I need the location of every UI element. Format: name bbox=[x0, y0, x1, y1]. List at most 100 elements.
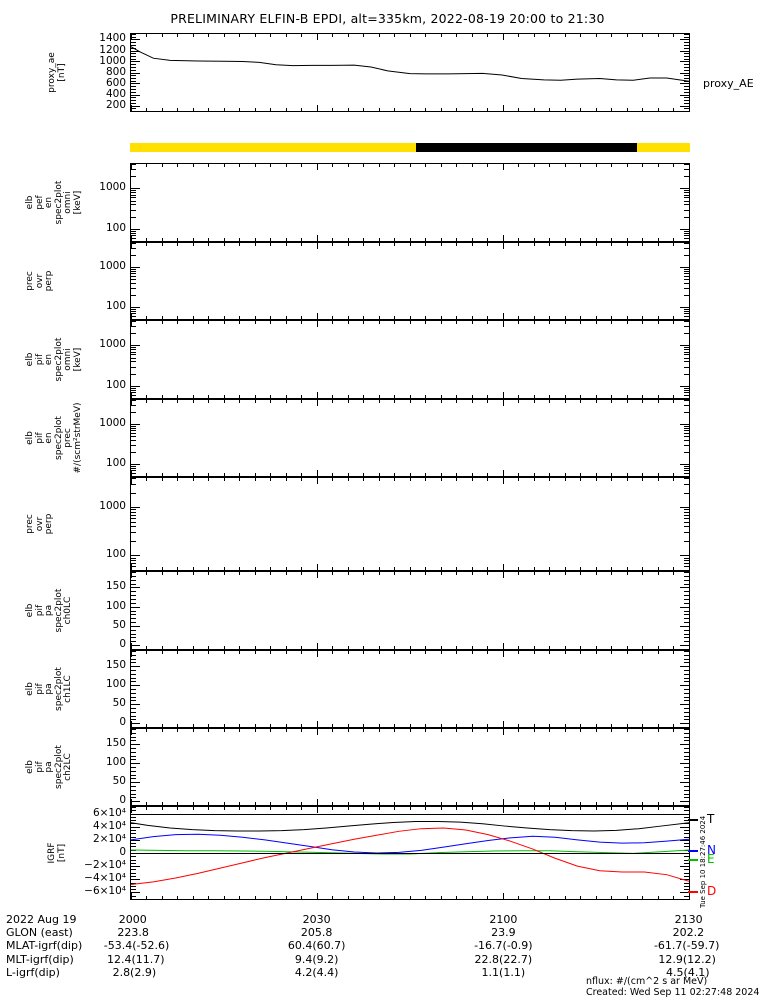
axis-tick bbox=[223, 724, 225, 727]
axis-tick bbox=[471, 646, 473, 649]
axis-tick bbox=[564, 108, 566, 111]
axis-tick bbox=[642, 243, 643, 246]
axis-tick bbox=[207, 321, 209, 324]
axis-tick bbox=[595, 567, 597, 570]
proxy-ae-right-label: proxy_AE bbox=[703, 77, 754, 90]
axis-tick bbox=[680, 464, 689, 465]
axis-tick bbox=[223, 321, 225, 324]
axis-tick bbox=[580, 400, 581, 403]
axis-tick bbox=[471, 34, 473, 37]
axis-tick bbox=[223, 478, 225, 481]
axis-tick bbox=[239, 321, 240, 324]
axis-tick bbox=[146, 108, 147, 111]
axis-tick bbox=[684, 288, 689, 289]
axis-tick bbox=[131, 670, 136, 671]
axis-tick bbox=[684, 333, 689, 334]
axis-tick bbox=[146, 164, 147, 167]
axis-tick bbox=[680, 106, 689, 107]
axis-tick bbox=[131, 59, 136, 60]
axis-tick bbox=[285, 896, 287, 899]
igrf-legend-D: D bbox=[707, 884, 717, 898]
axis-tick bbox=[642, 729, 643, 732]
axis-tick bbox=[177, 400, 178, 403]
axis-tick bbox=[131, 744, 140, 745]
axis-tick bbox=[130, 321, 132, 327]
axis-tick bbox=[146, 651, 147, 654]
axis-tick bbox=[131, 584, 136, 585]
axis-tick bbox=[378, 724, 380, 727]
axis-tick bbox=[580, 802, 581, 805]
axis-tick bbox=[131, 195, 136, 196]
axis-tick bbox=[146, 34, 147, 37]
axis-tick bbox=[192, 243, 194, 246]
axis-tick bbox=[626, 572, 628, 575]
y-tick-label: 150 bbox=[105, 580, 126, 593]
axis-tick bbox=[131, 176, 136, 177]
axis-tick bbox=[347, 238, 349, 241]
axis-tick bbox=[518, 646, 519, 649]
axis-tick bbox=[285, 473, 287, 476]
y-tick-label: 800 bbox=[105, 65, 126, 78]
axis-tick bbox=[626, 802, 628, 805]
axis-tick bbox=[684, 283, 689, 284]
axis-tick bbox=[502, 313, 504, 319]
axis-tick bbox=[680, 866, 689, 867]
axis-tick bbox=[518, 108, 519, 111]
axis-tick bbox=[347, 164, 349, 167]
axis-tick bbox=[239, 646, 240, 649]
axis-tick bbox=[440, 108, 442, 111]
axis-tick bbox=[192, 400, 194, 403]
axis-tick bbox=[409, 108, 411, 111]
axis-tick bbox=[131, 45, 136, 46]
axis-tick bbox=[409, 238, 411, 241]
axis-tick bbox=[131, 243, 136, 244]
axis-tick bbox=[332, 316, 333, 319]
axis-tick bbox=[684, 361, 689, 362]
axis-tick bbox=[131, 515, 136, 516]
axis-tick bbox=[688, 729, 690, 735]
axis-tick bbox=[254, 34, 256, 37]
axis-tick bbox=[161, 651, 163, 654]
axis-tick bbox=[471, 567, 473, 570]
axis-tick bbox=[131, 83, 140, 84]
axis-tick bbox=[518, 896, 519, 899]
axis-tick bbox=[425, 572, 426, 575]
axis-tick bbox=[131, 433, 136, 434]
axis-tick bbox=[131, 678, 136, 679]
axis-tick bbox=[456, 651, 457, 654]
axis-tick bbox=[131, 685, 140, 686]
axis-tick bbox=[673, 567, 674, 570]
axis-tick bbox=[425, 243, 426, 246]
igrf-legend-swatch-D bbox=[688, 891, 698, 893]
axis-tick bbox=[270, 724, 271, 727]
axis-tick bbox=[131, 509, 136, 510]
axis-tick bbox=[611, 802, 612, 805]
axis-tick bbox=[440, 164, 442, 167]
axis-tick bbox=[409, 572, 411, 575]
axis-tick bbox=[161, 108, 163, 111]
axis-tick bbox=[456, 243, 457, 246]
axis-tick bbox=[684, 466, 689, 467]
axis-tick bbox=[487, 478, 488, 481]
axis-tick bbox=[425, 108, 426, 111]
axis-tick bbox=[564, 896, 566, 899]
axis-tick bbox=[363, 164, 364, 167]
axis-tick bbox=[518, 567, 519, 570]
axis-tick bbox=[332, 321, 333, 324]
axis-tick bbox=[456, 164, 457, 167]
axis-tick bbox=[192, 567, 194, 570]
axis-tick bbox=[131, 53, 136, 54]
axis-tick bbox=[131, 681, 136, 682]
axis-tick bbox=[595, 802, 597, 805]
axis-tick bbox=[549, 572, 550, 575]
axis-tick bbox=[595, 807, 597, 810]
axis-tick bbox=[131, 452, 136, 453]
axis-tick bbox=[684, 700, 689, 701]
axis-tick bbox=[131, 700, 136, 701]
axis-tick bbox=[177, 238, 178, 241]
series-D bbox=[131, 827, 689, 886]
axis-tick bbox=[611, 238, 612, 241]
ephemeris-value: 22.8(22.7) bbox=[474, 952, 533, 966]
axis-tick bbox=[161, 316, 163, 319]
y-tick-labels-pif-en-prec: 1000 100 bbox=[60, 399, 126, 477]
